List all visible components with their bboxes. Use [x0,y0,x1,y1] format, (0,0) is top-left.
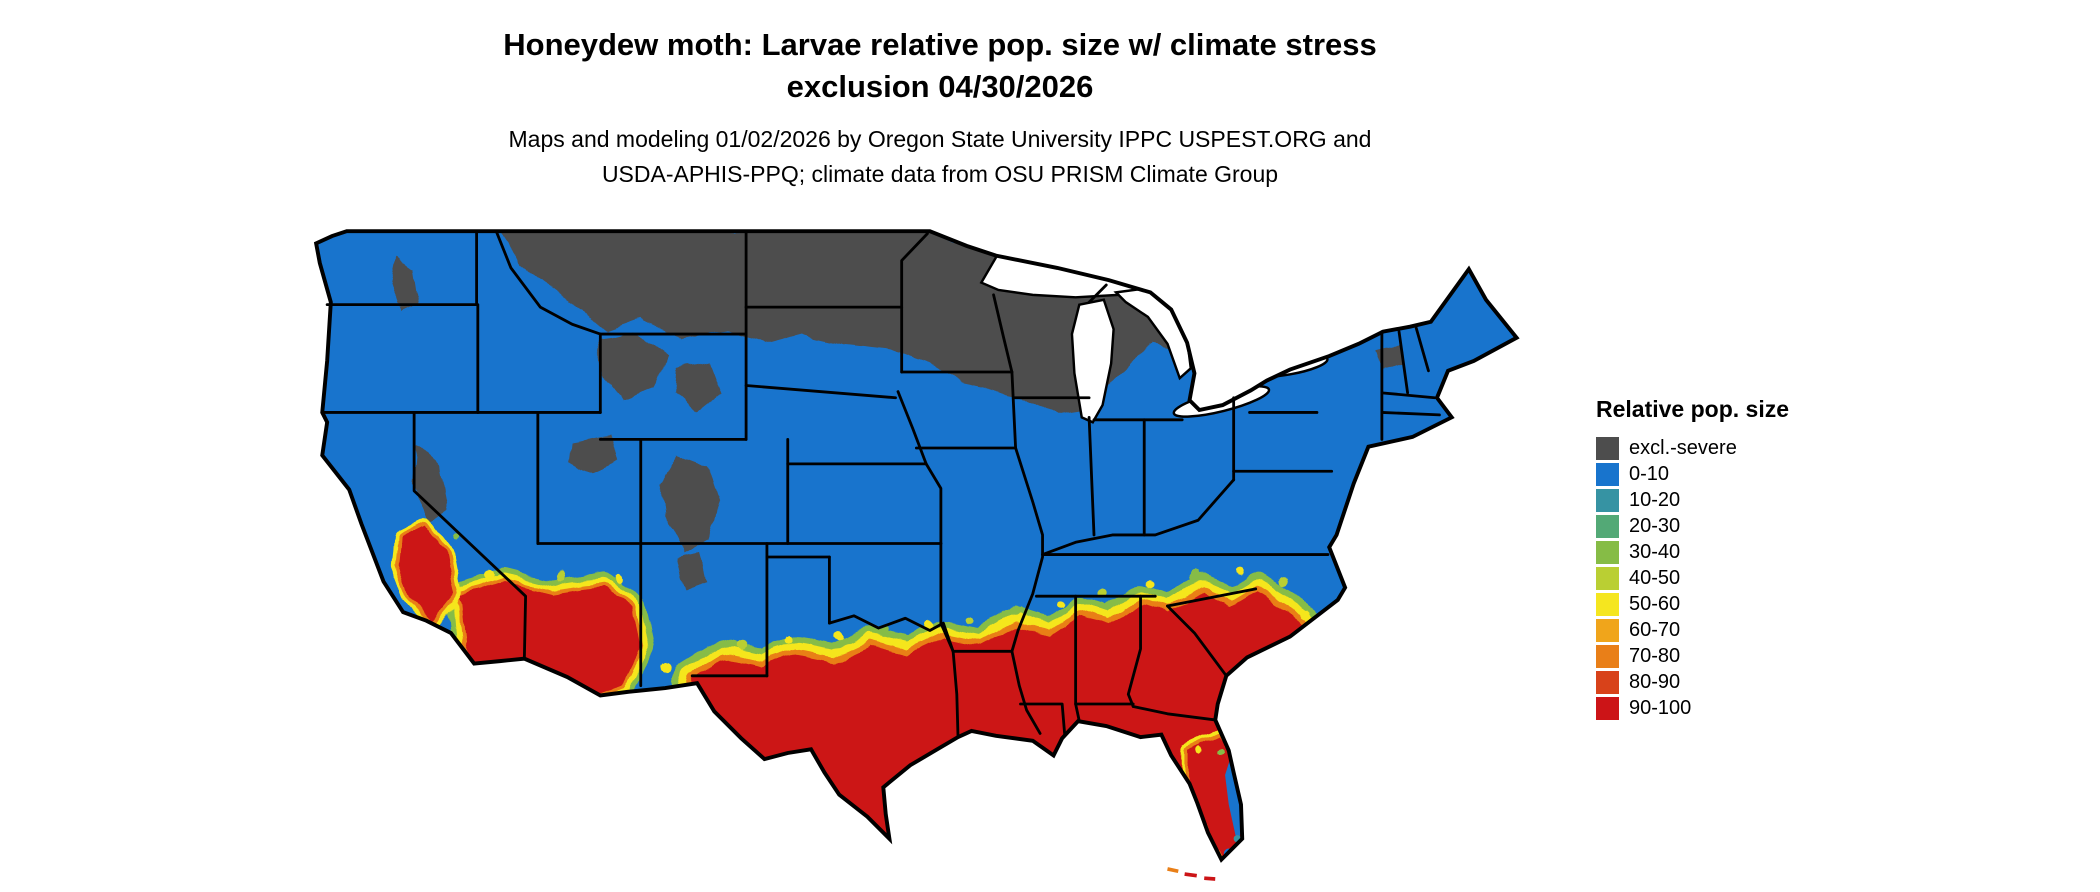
subtitle-line-1: Maps and modeling 01/02/2026 by Oregon S… [508,126,1372,152]
legend-swatch [1596,540,1619,564]
legend-swatch [1596,436,1619,460]
lake-michigan [1070,298,1115,424]
legend-item: 90-100 [1596,695,1789,721]
legend-item: 40-50 [1596,565,1789,591]
map-container [310,226,1535,888]
legend-swatch [1596,644,1619,668]
legend-swatch [1596,670,1619,694]
legend-item-label: 60-70 [1629,619,1681,641]
legend-item: 60-70 [1596,617,1789,643]
title-line-2: exclusion 04/30/2026 [786,68,1094,104]
state-boundaries [320,229,1441,739]
legend-item: 50-60 [1596,591,1789,617]
legend-swatch [1596,566,1619,590]
legend-item-label: 20-30 [1629,515,1681,537]
legend-swatch [1596,696,1619,720]
legend-item: 80-90 [1596,669,1789,695]
legend-item: 20-30 [1596,513,1789,539]
subtitle-line-2: USDA-APHIS-PPQ; climate data from OSU PR… [601,160,1279,187]
legend-item-label: 70-80 [1629,645,1681,667]
legend-items: excl.-severe 0-10 10-20 20-30 30-40 40-50 50-6… [1596,435,1789,721]
legend-swatch [1596,618,1619,642]
legend-item: 70-80 [1596,643,1789,669]
legend-item-label: 40-50 [1629,567,1681,589]
legend-item: 30-40 [1596,539,1789,565]
page-title: Honeydew moth: Larvae relative pop. size… [0,24,1880,108]
legend-item-label: 0-10 [1629,463,1670,485]
legend-title: Relative pop. size [1596,396,1790,422]
legend-item: 10-20 [1596,487,1789,513]
legend-swatch [1596,462,1619,486]
us-map [314,229,1519,881]
legend-item: 0-10 [1596,461,1789,487]
legend: Relative pop. size excl.-severe 0-10 10-20… [1596,396,1789,721]
legend-item-label: excl.-severe [1629,437,1737,459]
legend-item: excl.-severe [1596,435,1789,461]
title-line-1: Honeydew moth: Larvae relative pop. size… [503,27,1377,62]
page-subtitle: Maps and modeling 01/02/2026 by Oregon S… [0,122,1880,191]
legend-item-label: 80-90 [1629,671,1681,693]
legend-item-label: 10-20 [1629,489,1681,511]
florida-keys [1167,867,1216,881]
legend-item-label: 30-40 [1629,541,1681,563]
legend-swatch [1596,592,1619,616]
legend-item-label: 50-60 [1629,593,1681,615]
legend-swatch [1596,514,1619,538]
legend-item-label: 90-100 [1629,697,1692,719]
legend-swatch [1596,488,1619,512]
